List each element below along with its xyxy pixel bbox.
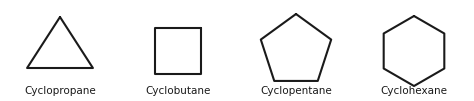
Text: Cyclopentane: Cyclopentane xyxy=(260,86,332,96)
Text: Cyclobutane: Cyclobutane xyxy=(146,86,210,96)
Text: Cyclohexane: Cyclohexane xyxy=(381,86,447,96)
Text: Cyclopropane: Cyclopropane xyxy=(24,86,96,96)
